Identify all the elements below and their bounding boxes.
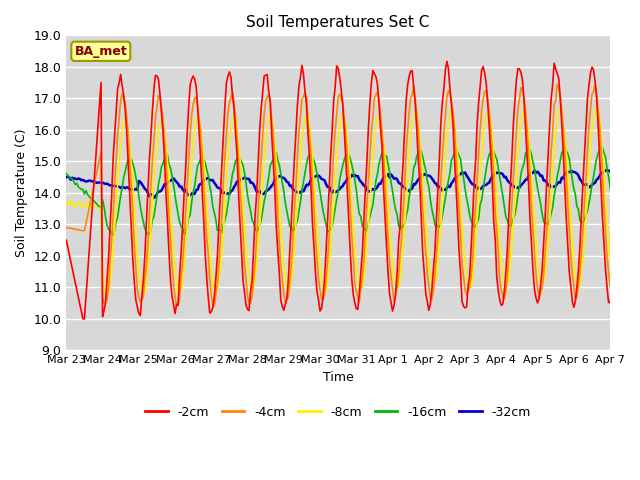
Y-axis label: Soil Temperature (C): Soil Temperature (C) xyxy=(15,129,28,257)
X-axis label: Time: Time xyxy=(323,371,353,384)
Title: Soil Temperatures Set C: Soil Temperatures Set C xyxy=(246,15,430,30)
Text: BA_met: BA_met xyxy=(74,45,127,58)
Legend: -2cm, -4cm, -8cm, -16cm, -32cm: -2cm, -4cm, -8cm, -16cm, -32cm xyxy=(140,401,536,424)
